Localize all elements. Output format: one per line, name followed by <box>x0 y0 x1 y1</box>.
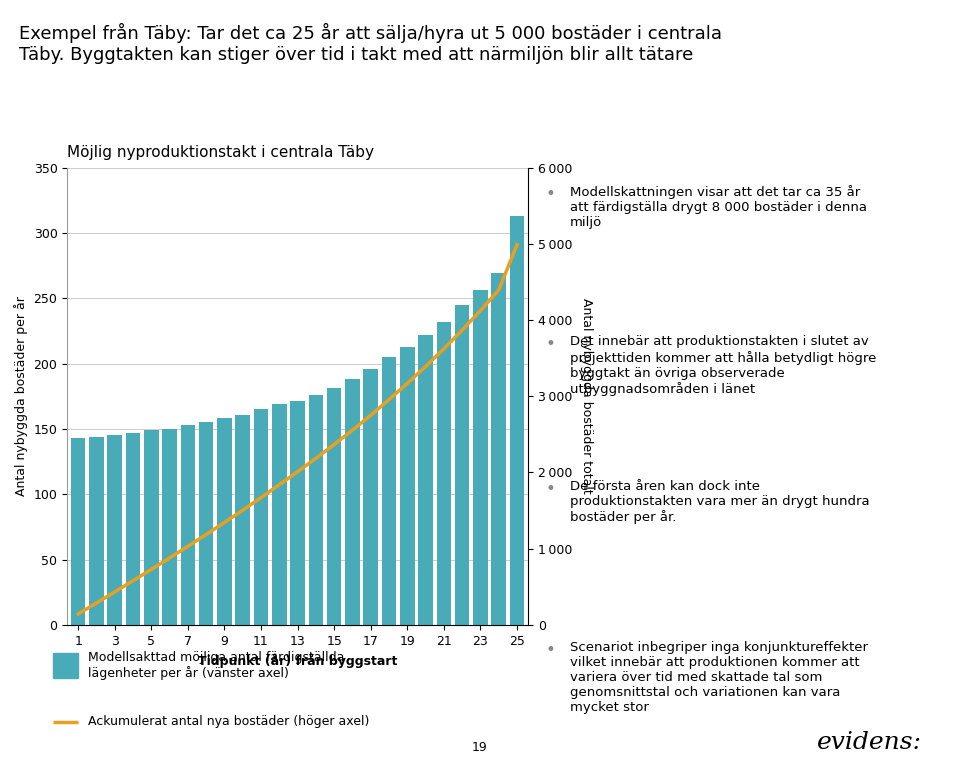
Y-axis label: Antal nybyggda bostäder per år: Antal nybyggda bostäder per år <box>14 296 28 496</box>
Bar <box>382 357 396 625</box>
Bar <box>326 389 342 625</box>
Text: Exempel från Täby: Tar det ca 25 år att sälja/hyra ut 5 000 bostäder i centrala
: Exempel från Täby: Tar det ca 25 år att … <box>19 23 722 64</box>
X-axis label: Tidpunkt (år) från byggstart: Tidpunkt (år) från byggstart <box>198 653 397 668</box>
Text: •: • <box>545 185 556 203</box>
Bar <box>126 433 140 625</box>
Bar <box>400 347 415 625</box>
Bar <box>71 438 85 625</box>
Bar <box>199 422 213 625</box>
Bar <box>108 435 122 625</box>
Text: Ackumulerat antal nya bostäder (höger axel): Ackumulerat antal nya bostäder (höger ax… <box>88 715 370 728</box>
Bar <box>53 653 78 678</box>
Text: •: • <box>545 642 556 659</box>
Bar <box>253 409 269 625</box>
Text: Modellskattningen visar att det tar ca 35 år
att färdigställa drygt 8 000 bostäd: Modellskattningen visar att det tar ca 3… <box>570 185 867 229</box>
Bar <box>272 404 287 625</box>
Text: evidens:: evidens: <box>817 732 922 754</box>
Bar <box>235 415 250 625</box>
Bar <box>89 437 104 625</box>
Bar <box>217 418 231 625</box>
Bar <box>419 335 433 625</box>
Text: De första åren kan dock inte
produktionstakten vara mer än drygt hundra
bostäder: De första åren kan dock inte produktions… <box>570 480 870 524</box>
Text: Möjlig nyproduktionstakt i centrala Täby: Möjlig nyproduktionstakt i centrala Täby <box>67 145 374 159</box>
Bar <box>492 274 506 625</box>
Text: •: • <box>545 335 556 354</box>
Bar <box>510 216 524 625</box>
Bar <box>162 429 177 625</box>
Bar <box>290 402 305 625</box>
Text: Det innebär att produktionstakten i slutet av
projekttiden kommer att hålla bety: Det innebär att produktionstakten i slut… <box>570 335 876 395</box>
Text: •: • <box>545 480 556 498</box>
Bar <box>437 322 451 625</box>
Bar <box>473 290 488 625</box>
Text: 19: 19 <box>472 741 488 754</box>
Text: Modellsakttad möjliga antal färdigställda
lägenheter per år (vänster axel): Modellsakttad möjliga antal färdigställd… <box>88 651 345 680</box>
Bar <box>346 379 360 625</box>
Bar <box>455 305 469 625</box>
Text: Scenariot inbegriper inga konjunktureffekter
vilket innebär att produktionen kom: Scenariot inbegriper inga konjunktureffe… <box>570 642 868 714</box>
Bar <box>308 395 324 625</box>
Bar <box>144 431 158 625</box>
Bar <box>364 369 378 625</box>
Bar <box>180 425 195 625</box>
Y-axis label: Antal nybyggda bostäder totalt: Antal nybyggda bostäder totalt <box>580 299 593 494</box>
